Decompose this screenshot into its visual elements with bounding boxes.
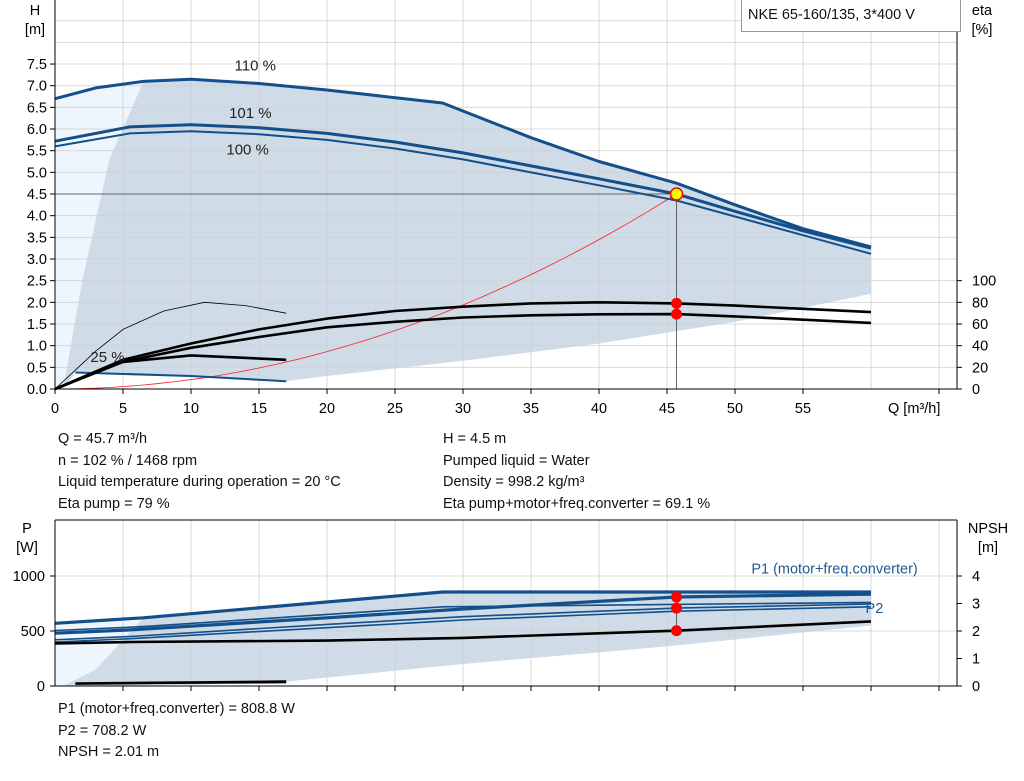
head-curve-2	[54, 130, 872, 255]
y-axis-label: [m]	[25, 22, 45, 38]
curve-label: 110 %	[235, 58, 276, 75]
npsh-axis-label: NPSH	[968, 521, 1008, 537]
operating-range-area	[63, 79, 871, 389]
eta-curve-6	[54, 301, 287, 390]
eta-pump-marker	[671, 297, 683, 309]
x-tick-label: 10	[183, 401, 199, 417]
extended-range-area	[55, 617, 144, 686]
x-tick-label: 45	[659, 401, 675, 417]
eta-curve-4	[54, 300, 872, 391]
extended-range-area	[55, 81, 144, 390]
y-tick-label: 3.0	[27, 252, 47, 268]
npsh-tick-label: 1	[972, 652, 980, 668]
x-tick-label: 30	[455, 401, 471, 417]
info-temperature: Liquid temperature during operation = 20…	[58, 474, 341, 490]
curve-label: P1 (motor+freq.converter)	[751, 561, 917, 577]
info-p2: P2 = 708.2 W	[58, 722, 147, 739]
y-tick-label: 2.5	[27, 274, 47, 290]
npsh-tick-label: 3	[972, 597, 980, 613]
y-tick-label: 0.5	[27, 360, 47, 376]
p2-marker	[671, 602, 683, 614]
y-axis-label: H	[30, 3, 40, 19]
info-flow: Q = 45.7 m³/h	[58, 431, 148, 447]
info-top-left: Q = 45.7 m³/h n = 102 % / 1468 rpm Liqui…	[58, 429, 341, 515]
power-curve-3	[54, 603, 872, 641]
operating-point-marker	[669, 187, 684, 201]
y-tick-label: 3.5	[27, 230, 47, 246]
eta-curve-5	[54, 312, 872, 391]
y-tick-label: 7.5	[27, 57, 47, 73]
x-tick-label: 15	[251, 401, 267, 417]
head-curve-0	[54, 77, 872, 249]
x-tick-label: 0	[51, 401, 59, 417]
curve-label: 25 %	[90, 349, 124, 366]
power-curve-1	[54, 592, 872, 635]
x-axis-label: Q [m³/h]	[888, 401, 940, 417]
y-tick-label: 4.0	[27, 209, 47, 225]
y-right-tick-label: 0	[972, 382, 980, 398]
y-tick-label: 6.0	[27, 122, 47, 138]
y-tick-label: 1.0	[27, 339, 47, 355]
npsh-marker	[671, 625, 683, 637]
system-curve	[54, 193, 677, 390]
power-curve-4	[54, 606, 872, 643]
npsh-curve-6	[54, 620, 872, 645]
info-head: H = 4.5 m	[443, 431, 507, 447]
y-right-tick-label: 80	[972, 295, 988, 311]
p1-marker	[671, 591, 683, 603]
x-tick-label: 35	[523, 401, 539, 417]
y-tick-label: 6.5	[27, 100, 47, 116]
y-right-tick-label: 20	[972, 360, 988, 376]
y-tick-label: 4.5	[27, 187, 47, 203]
npsh-tick-label: 0	[972, 679, 980, 695]
head-curve-3	[75, 371, 287, 383]
power-curve-7	[75, 680, 287, 685]
x-tick-label: 5	[119, 401, 127, 417]
power-curve-2	[54, 601, 872, 632]
info-bottom: P1 (motor+freq.converter) = 808.8 W P2 =…	[58, 699, 295, 764]
power-curve-0	[54, 590, 871, 625]
p-axis-label: P	[22, 521, 32, 537]
head-curve-1	[54, 123, 872, 250]
npsh-axis-label: [m]	[978, 540, 998, 556]
npsh-tick-label: 2	[972, 624, 980, 640]
y-right-tick-label: 100	[972, 274, 996, 290]
p-tick-label: 0	[37, 679, 45, 695]
y-right-axis-label: [%]	[972, 22, 993, 38]
npsh-tick-label: 4	[972, 569, 980, 585]
y-right-tick-label: 60	[972, 317, 988, 333]
y-tick-label: 2.0	[27, 295, 47, 311]
p-tick-label: 500	[21, 624, 45, 640]
eta-total-marker	[671, 308, 683, 320]
info-liquid: Pumped liquid = Water	[443, 452, 590, 469]
info-eta-pump: Eta pump = 79 %	[58, 495, 170, 512]
info-top-right: H = 4.5 m Pumped liquid = Water Density …	[443, 429, 710, 515]
p-axis-label: [W]	[16, 540, 38, 556]
y-tick-label: 0.0	[27, 382, 47, 398]
info-p1: P1 (motor+freq.converter) = 808.8 W	[58, 701, 295, 717]
x-tick-label: 20	[319, 401, 335, 417]
info-npsh: NPSH = 2.01 m	[58, 744, 160, 760]
y-tick-label: 5.0	[27, 165, 47, 181]
info-density: Density = 998.2 kg/m³	[443, 474, 585, 490]
info-speed: n = 102 % / 1468 rpm	[58, 452, 198, 469]
info-eta-total: Eta pump+motor+freq.converter = 69.1 %	[443, 495, 711, 512]
curve-label: 101 %	[229, 105, 272, 122]
pump-title: NKE 65-160/135, 3*400 V	[741, 0, 961, 32]
y-tick-label: 1.5	[27, 317, 47, 333]
x-tick-label: 55	[795, 401, 811, 417]
eta-curve-7	[122, 354, 287, 364]
p-tick-label: 1000	[13, 569, 45, 585]
x-tick-label: 40	[591, 401, 607, 417]
x-tick-label: 25	[387, 401, 403, 417]
y-tick-label: 5.5	[27, 144, 47, 160]
x-tick-label: 50	[727, 401, 743, 417]
curve-label: 100 %	[226, 142, 269, 159]
y-right-axis-label: eta	[972, 3, 993, 19]
y-right-tick-label: 40	[972, 339, 988, 355]
y-tick-label: 7.0	[27, 79, 47, 95]
curve-label: P2	[866, 601, 884, 617]
